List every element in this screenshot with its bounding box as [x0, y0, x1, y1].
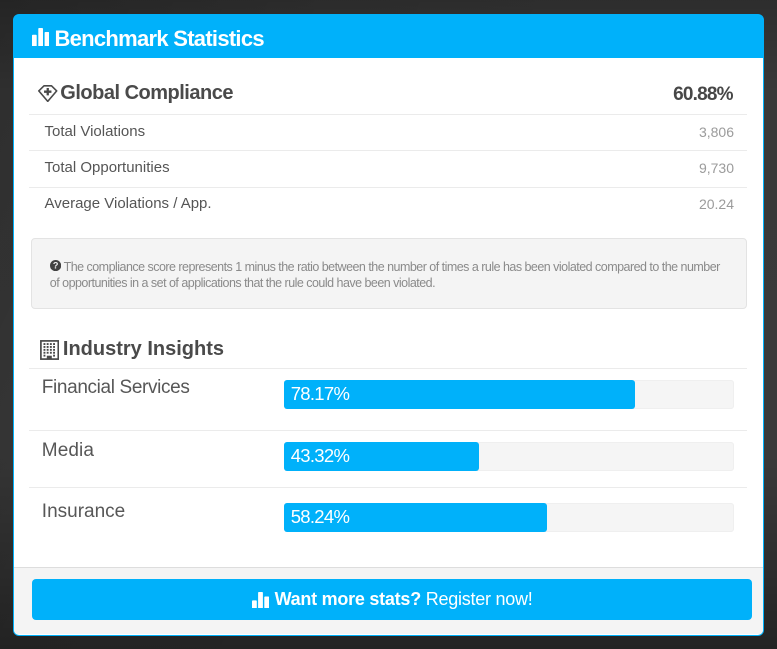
svg-text:?: ? [53, 261, 59, 271]
